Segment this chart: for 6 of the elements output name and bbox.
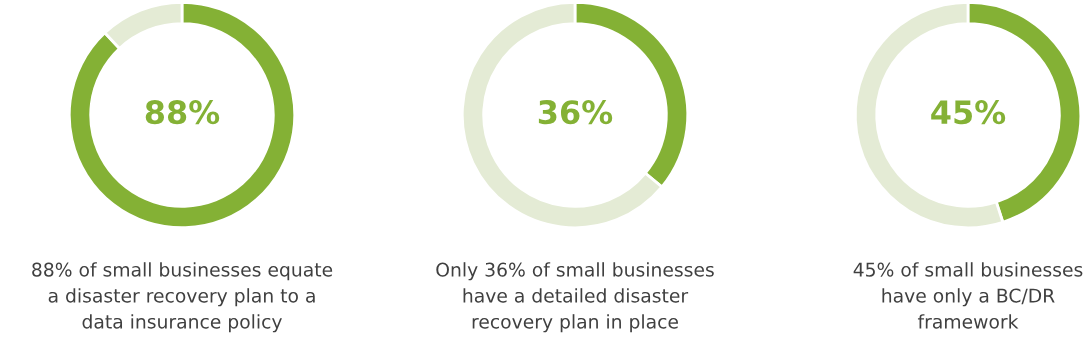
data-label: 36% (538, 100, 613, 125)
data-label: 45% (931, 100, 1006, 125)
text: 45% of small businesses have only a BC/DR framework (853, 262, 1083, 329)
text: Only 36% of small businesses have a detailed disaster recovery plan in place (436, 262, 714, 333)
data-label: 88% (145, 100, 220, 125)
text: 88% of small businesses equate a disaster recovery plan to a data insurance policy (32, 262, 333, 333)
